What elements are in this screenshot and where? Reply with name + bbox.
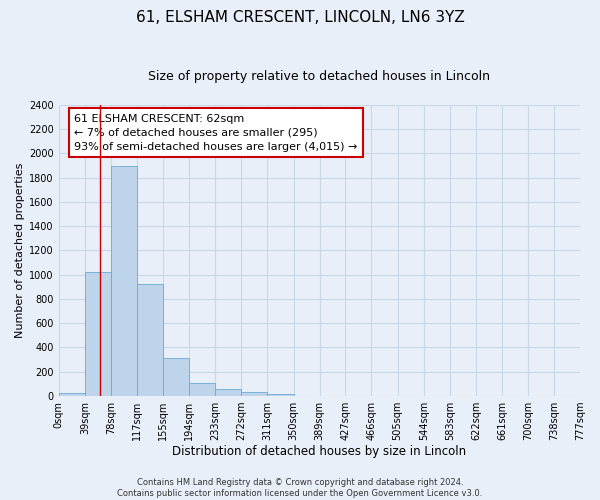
Title: Size of property relative to detached houses in Lincoln: Size of property relative to detached ho…	[148, 70, 490, 83]
Bar	[268, 394, 293, 396]
Bar	[111, 166, 137, 396]
X-axis label: Distribution of detached houses by size in Lincoln: Distribution of detached houses by size …	[172, 444, 466, 458]
Text: Contains HM Land Registry data © Crown copyright and database right 2024.
Contai: Contains HM Land Registry data © Crown c…	[118, 478, 482, 498]
Bar	[137, 284, 163, 396]
Text: 61, ELSHAM CRESCENT, LINCOLN, LN6 3YZ: 61, ELSHAM CRESCENT, LINCOLN, LN6 3YZ	[136, 10, 464, 25]
Bar	[241, 392, 268, 396]
Bar	[59, 393, 85, 396]
Text: 61 ELSHAM CRESCENT: 62sqm
← 7% of detached houses are smaller (295)
93% of semi-: 61 ELSHAM CRESCENT: 62sqm ← 7% of detach…	[74, 114, 358, 152]
Y-axis label: Number of detached properties: Number of detached properties	[15, 163, 25, 338]
Bar	[163, 358, 189, 396]
Bar	[215, 390, 241, 396]
Bar	[189, 383, 215, 396]
Bar	[85, 272, 111, 396]
